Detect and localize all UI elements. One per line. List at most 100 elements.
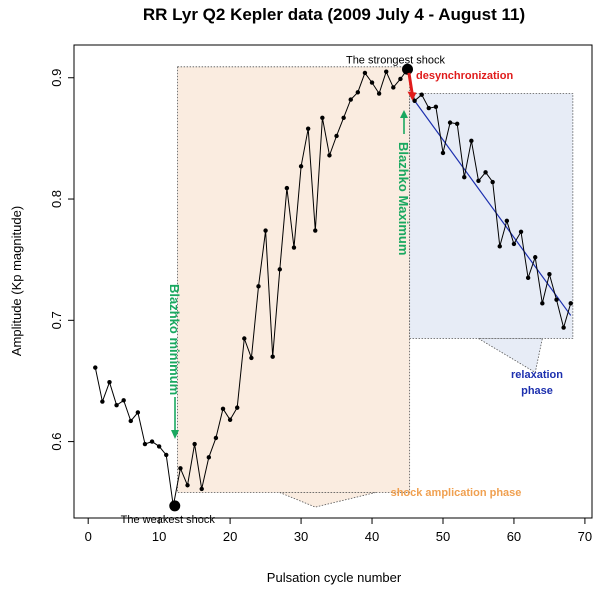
data-point [313, 228, 318, 233]
data-point [376, 91, 382, 96]
data-point [128, 418, 133, 424]
data-point [518, 229, 524, 234]
plot-frame [73, 44, 593, 519]
data-point [305, 126, 311, 131]
data-point [199, 486, 204, 492]
data-point [511, 241, 517, 247]
weakest-shock-point [169, 500, 181, 512]
data-point [213, 435, 219, 441]
weakest-shock-label: The weakest shock [121, 514, 216, 526]
data-point [525, 275, 531, 281]
data-point [156, 444, 162, 449]
data-point [355, 90, 361, 95]
blazhko-min-label: Blazhko minimum [167, 284, 182, 395]
y-tick-label: 0.6 [49, 433, 64, 451]
y-axis-label: Amplitude (Kp magnitude) [9, 206, 24, 356]
data-point [185, 483, 190, 488]
data-point [412, 98, 417, 103]
data-point [490, 179, 495, 185]
data-point [178, 466, 183, 471]
relaxation-phase-label-line2: phase [521, 385, 553, 397]
data-point [135, 410, 141, 415]
x-tick-label: 20 [223, 529, 237, 544]
data-point [149, 439, 155, 444]
amplification-callout-tail [279, 492, 376, 508]
data-point [242, 336, 247, 341]
data-point [384, 69, 389, 74]
data-point [433, 104, 439, 110]
data-point [220, 406, 226, 412]
data-point [284, 185, 290, 191]
data-point [561, 325, 566, 330]
data-point [341, 115, 346, 120]
data-point [114, 403, 119, 408]
data-point [235, 405, 240, 410]
blazhko-max-label: Blazhko Maximum [396, 142, 411, 255]
x-tick-label: 0 [85, 529, 92, 544]
x-tick-label: 70 [578, 529, 592, 544]
data-point [270, 354, 275, 359]
y-tick-label: 0.8 [49, 190, 64, 208]
desync-arrow-shaft [407, 72, 414, 96]
x-tick-label: 40 [365, 529, 379, 544]
data-point [320, 115, 325, 120]
x-tick-label: 30 [294, 529, 308, 544]
data-point [554, 297, 559, 302]
data-point [263, 228, 268, 233]
data-point [298, 164, 304, 169]
data-point [100, 399, 105, 404]
data-point [568, 301, 573, 306]
data-point [206, 455, 212, 460]
data-point [454, 121, 460, 127]
data-point [107, 379, 112, 385]
data-point [277, 267, 282, 272]
x-axis-label: Pulsation cycle number [267, 570, 402, 585]
x-tick-label: 60 [507, 529, 521, 544]
data-point [398, 76, 403, 82]
data-point [249, 355, 254, 361]
x-tick-label: 10 [152, 529, 166, 544]
data-point [533, 255, 538, 260]
data-point [476, 178, 481, 184]
data-point [462, 174, 467, 180]
desync-arrowhead [407, 91, 417, 101]
x-tick-label: 50 [436, 529, 450, 544]
data-point [327, 153, 332, 158]
data-point [469, 138, 474, 144]
data-point [447, 120, 453, 125]
data-point [93, 365, 98, 370]
data-point [483, 170, 488, 175]
data-point [192, 441, 197, 447]
y-tick-label: 0.9 [49, 69, 64, 87]
relaxation-phase-label-line1: relaxation [511, 369, 563, 381]
blazhko-min-arrowhead [171, 430, 179, 439]
data-point [391, 85, 396, 90]
blazhko-max-arrowhead [400, 110, 408, 118]
relaxation-callout-tail [477, 338, 543, 374]
strongest-shock-label: The strongest shock [346, 54, 446, 66]
data-point [256, 284, 261, 289]
relaxation-phase-box [409, 93, 574, 339]
data-point [291, 245, 297, 250]
data-point [547, 272, 552, 277]
data-point [440, 150, 446, 156]
data-point [227, 417, 233, 422]
chart-title: RR Lyr Q2 Kepler data (2009 July 4 - Aug… [143, 5, 525, 24]
desync-label: desynchronization [416, 70, 513, 82]
data-point [362, 70, 368, 76]
amplification-phase-label: shock amplication phase [391, 487, 522, 499]
data-point [164, 452, 169, 458]
data-point [497, 244, 502, 249]
data-point [121, 398, 126, 403]
strongest-shock-point [402, 63, 414, 75]
data-point [334, 133, 339, 139]
data-point [540, 301, 545, 306]
y-tick-label: 0.7 [49, 311, 64, 329]
data-point [426, 105, 431, 111]
data-point [369, 80, 375, 85]
data-point [419, 92, 424, 97]
data-point [504, 218, 510, 224]
data-point [348, 97, 353, 102]
amplification-phase-box [177, 66, 411, 493]
